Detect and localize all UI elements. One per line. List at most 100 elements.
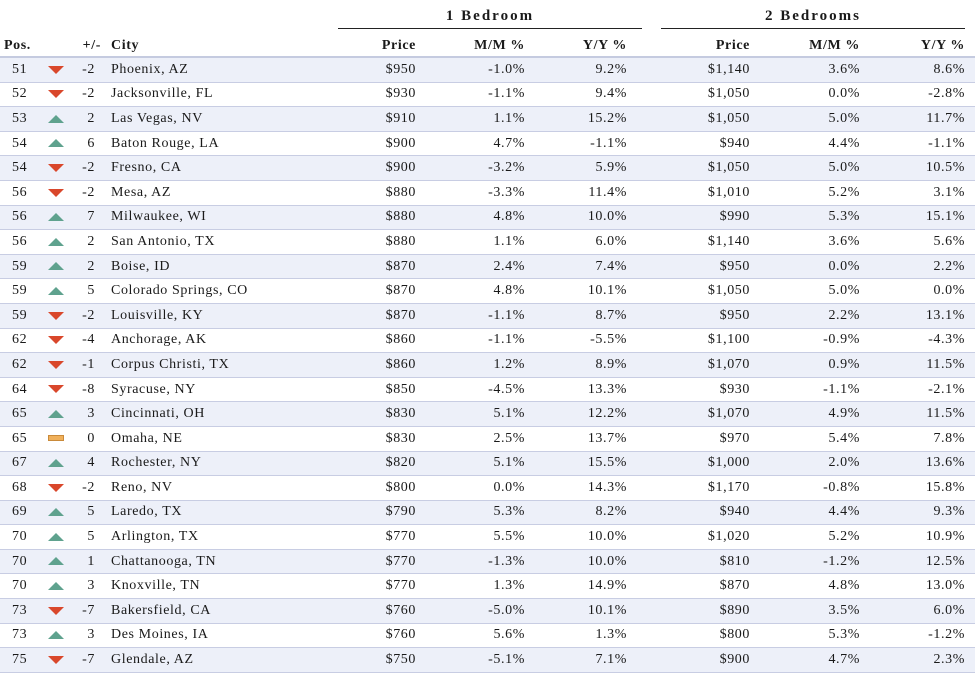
cell-pos: 73 [0,623,42,649]
cell-change: 7 [70,205,107,231]
cell-mm-1br: -1.0% [424,57,533,83]
cell-mm-2br: 2.0% [758,451,868,477]
cell-change: -2 [70,82,107,108]
cell-price-1br: $770 [338,524,424,550]
triangle-down-icon [48,65,64,74]
column-header-yy-1br[interactable]: Y/Y % [533,36,637,58]
cell-yy-1br: 5.9% [533,155,637,181]
cell-price-1br: $860 [338,352,424,378]
cell-indicator [42,229,70,255]
cell-city: Jacksonville, FL [107,82,338,108]
cell-price-2br: $810 [637,549,758,575]
cell-price-2br: $1,070 [637,401,758,427]
cell-indicator [42,131,70,157]
cell-change: -8 [70,377,107,403]
cell-yy-1br: 13.7% [533,426,637,452]
cell-change: -2 [70,303,107,329]
cell-city: Anchorage, AK [107,328,338,354]
cell-price-1br: $870 [338,254,424,280]
column-header-city[interactable]: City [107,36,338,58]
cell-indicator [42,500,70,526]
cell-yy-2br: 15.8% [868,475,975,501]
group-underline-1-bedroom [338,28,642,29]
cell-price-1br: $830 [338,426,424,452]
column-header-mm-1br[interactable]: M/M % [424,36,533,58]
cell-city: Rochester, NY [107,451,338,477]
cell-price-1br: $930 [338,82,424,108]
cell-yy-2br: 7.8% [868,426,975,452]
cell-city: Chattanooga, TN [107,549,338,575]
triangle-up-icon [48,557,64,566]
cell-pos: 53 [0,106,42,132]
cell-yy-2br: 11.5% [868,352,975,378]
column-header-change[interactable]: +/- [70,36,107,58]
column-header-price-1br[interactable]: Price [338,36,424,58]
cell-pos: 67 [0,451,42,477]
table-body: 51 -2 Phoenix, AZ $950 -1.0% 9.2% $1,140 3.6% 8.… [0,57,975,673]
cell-city: Louisville, KY [107,303,338,329]
cell-yy-1br: 8.2% [533,500,637,526]
cell-price-2br: $870 [637,573,758,600]
triangle-down-icon [48,188,64,197]
cell-indicator [42,475,70,501]
cell-price-2br: $1,170 [637,475,758,501]
cell-yy-2br: -1.2% [868,623,975,649]
cell-yy-1br: 9.2% [533,57,637,83]
triangle-down-icon [48,311,64,320]
cell-yy-1br: -5.5% [533,328,637,354]
cell-mm-2br: 3.6% [758,229,868,255]
cell-yy-1br: 15.2% [533,106,637,132]
cell-price-1br: $830 [338,401,424,427]
cell-mm-1br: -1.1% [424,82,533,108]
cell-indicator [42,303,70,329]
cell-change: 0 [70,426,107,452]
cell-mm-1br: -1.3% [424,549,533,575]
cell-mm-2br: 5.0% [758,155,868,181]
cell-mm-2br: -0.9% [758,328,868,354]
cell-indicator [42,451,70,477]
column-header-yy-2br[interactable]: Y/Y % [868,36,975,58]
cell-indicator [42,57,70,83]
cell-mm-2br: 0.0% [758,82,868,108]
triangle-up-icon [48,139,64,148]
cell-city: Laredo, TX [107,500,338,526]
table-row: 59 -2 Louisville, KY $870 -1.1% 8.7% $950 2.2% 1… [0,303,975,329]
cell-mm-2br: 5.3% [758,623,868,649]
cell-mm-1br: 5.1% [424,401,533,427]
column-header-price-2br[interactable]: Price [637,36,758,58]
cell-city: Cincinnati, OH [107,401,338,427]
cell-price-1br: $910 [338,106,424,132]
table-row: 65 3 Cincinnati, OH $830 5.1% 12.2% $1,070 4.9%… [0,401,975,427]
cell-mm-2br: 3.5% [758,598,868,624]
cell-mm-2br: 4.7% [758,647,868,673]
cell-price-1br: $860 [338,328,424,354]
cell-mm-2br: 5.3% [758,205,868,231]
cell-yy-1br: 15.5% [533,451,637,477]
cell-indicator [42,524,70,550]
cell-change: -7 [70,647,107,673]
cell-price-1br: $800 [338,475,424,501]
cell-mm-1br: 1.1% [424,229,533,255]
cell-price-2br: $1,020 [637,524,758,550]
column-header-pos[interactable]: Pos. [0,36,42,58]
table-row: 52 -2 Jacksonville, FL $930 -1.1% 9.4% $1,050 0… [0,82,975,108]
cell-pos: 59 [0,278,42,304]
cell-mm-2br: -0.8% [758,475,868,501]
cell-mm-1br: 0.0% [424,475,533,501]
cell-change: 5 [70,500,107,526]
cell-indicator [42,328,70,354]
cell-change: -7 [70,598,107,624]
cell-mm-2br: 4.8% [758,573,868,600]
cell-yy-1br: 11.4% [533,180,637,206]
triangle-up-icon [48,114,64,123]
column-header-mm-2br[interactable]: M/M % [758,36,868,58]
cell-city: Boise, ID [107,254,338,280]
flat-bar-icon [48,435,64,442]
cell-mm-1br: 5.1% [424,451,533,477]
cell-yy-2br: 9.3% [868,500,975,526]
cell-yy-1br: 8.7% [533,303,637,329]
cell-city: Glendale, AZ [107,647,338,673]
cell-mm-1br: -1.1% [424,303,533,329]
triangle-up-icon [48,237,64,246]
cell-indicator [42,352,70,378]
